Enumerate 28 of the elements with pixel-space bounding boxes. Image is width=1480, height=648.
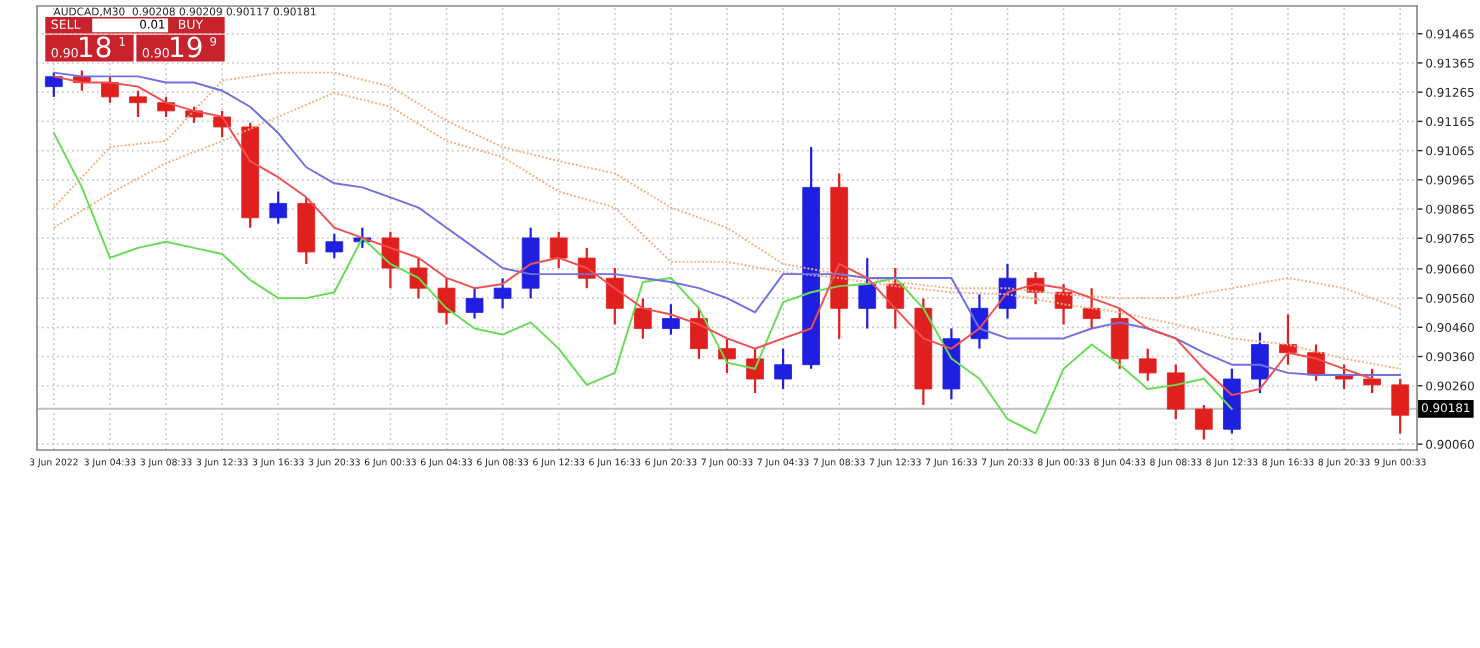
candlestick [1082, 287, 1101, 330]
candlestick [269, 190, 288, 225]
candlestick [605, 266, 624, 326]
candlestick [662, 303, 680, 336]
candlestick [325, 232, 344, 260]
candlestick [1251, 331, 1269, 395]
candlestick [886, 266, 905, 330]
candlestick [634, 297, 652, 340]
candlestick [1194, 403, 1213, 441]
candlestick [1138, 347, 1157, 382]
candlestick [1391, 377, 1410, 435]
annotation: 18 [80, 36, 111, 58]
candlestick [1166, 363, 1185, 421]
candlestick [1110, 307, 1129, 370]
candlestick [718, 337, 736, 374]
candlestick [858, 256, 877, 330]
candlestick [465, 287, 484, 320]
candlestick [44, 71, 63, 98]
candlestick [774, 347, 792, 391]
candlestick [157, 95, 175, 119]
candlestick [549, 230, 568, 270]
annotation: 19 [171, 36, 202, 58]
candlestick [690, 307, 708, 360]
candlestick [1279, 313, 1297, 366]
candlestick [493, 277, 512, 310]
candlestick [1363, 367, 1381, 395]
candlestick [129, 89, 147, 119]
candlestick [1054, 282, 1073, 326]
